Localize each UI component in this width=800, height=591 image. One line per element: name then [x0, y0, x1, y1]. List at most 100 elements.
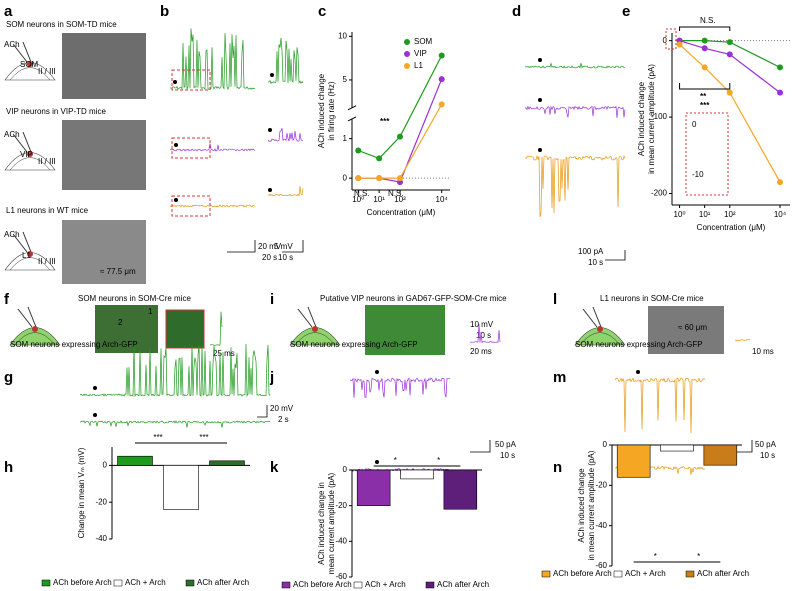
- label: 20 s: [262, 253, 277, 262]
- label: ACh: [4, 130, 20, 139]
- legend-swatch: [685, 570, 695, 578]
- inset-tick-label: -10: [692, 170, 704, 179]
- bar: [356, 469, 391, 506]
- schematic: [579, 332, 621, 346]
- panel-letter: c: [318, 3, 326, 20]
- trace: [524, 62, 626, 69]
- bar: [443, 469, 478, 510]
- stim-dot: [268, 128, 272, 132]
- cell: [312, 326, 318, 332]
- schematic: [9, 67, 51, 81]
- schematic: [4, 252, 56, 271]
- x-tick-label: 10⁴: [436, 195, 449, 204]
- point: [726, 51, 733, 58]
- schematic: [9, 157, 51, 171]
- x-axis-title: Concentration (μM): [367, 208, 436, 217]
- trace: [734, 339, 751, 341]
- y-tick-label: 0: [103, 461, 108, 470]
- y-axis-title: Change in mean Vₘ (mV): [77, 447, 86, 538]
- stim-dot: [270, 73, 274, 77]
- legend-swatch: [425, 581, 435, 589]
- schematic: [289, 327, 341, 346]
- label: SOM neurons expressing Arch-GFP: [575, 340, 703, 349]
- legend-swatch: [41, 579, 51, 587]
- significance: ***: [380, 117, 390, 126]
- bar: [616, 444, 651, 478]
- label: 20 mV: [258, 242, 282, 251]
- scale-bar: [282, 240, 304, 253]
- bar: [117, 455, 153, 466]
- scale-bar: [470, 440, 491, 453]
- label: 10 s: [588, 258, 603, 267]
- stim-dot: [174, 143, 178, 147]
- pipette: [22, 231, 32, 253]
- stim-dot: [538, 148, 542, 152]
- panel-letter: j: [269, 369, 274, 386]
- y-tick-label: -40: [335, 536, 347, 545]
- roi: [665, 28, 677, 50]
- label: 10 s: [500, 451, 515, 460]
- label: SOM neurons expressing Arch-GFP: [10, 340, 138, 349]
- pipette: [27, 306, 37, 328]
- schematic: [9, 257, 51, 271]
- trace: [267, 127, 303, 142]
- trace: [469, 323, 501, 344]
- micrograph-inset: [165, 309, 205, 349]
- label: 1: [148, 307, 153, 316]
- legend-label: ACh + Arch: [365, 580, 406, 589]
- legend-label: ACh after Arch: [437, 580, 489, 589]
- y-tick-label: 1: [343, 134, 348, 143]
- y-tick-label: -20: [595, 480, 607, 489]
- scale-bar: [227, 240, 256, 253]
- y-axis-title: ACh induced change: [577, 468, 586, 543]
- line: [358, 55, 443, 160]
- y-tick-label: -40: [95, 534, 107, 543]
- x-tick-label: 10¹: [373, 195, 385, 204]
- point: [355, 147, 362, 154]
- legend-label: VIP: [414, 49, 427, 58]
- axis-break: [347, 116, 357, 122]
- ns-label: N.S.: [700, 16, 716, 25]
- legend-label: ACh after Arch: [197, 578, 249, 587]
- point: [438, 101, 445, 108]
- trace: [169, 204, 256, 208]
- y-axis-title: in mean current amplitude (pA): [647, 64, 656, 174]
- point: [376, 175, 383, 182]
- micrograph: [62, 220, 146, 284]
- label: 20 ms: [470, 347, 492, 356]
- pipette: [12, 133, 28, 153]
- legend-label: ACh + Arch: [625, 569, 666, 578]
- legend-label: ACh before Arch: [293, 580, 352, 589]
- pipette: [297, 308, 313, 328]
- micrograph: [365, 305, 445, 355]
- scale-bar: [605, 250, 626, 261]
- cell: [32, 326, 38, 332]
- stim-dot: [636, 370, 640, 374]
- micrograph: [648, 306, 724, 354]
- label: SOM neurons expressing Arch-GFP: [290, 340, 418, 349]
- legend-marker: [404, 39, 410, 45]
- y-tick-label: -60: [595, 561, 607, 570]
- legend-swatch: [281, 581, 291, 589]
- label: VIP neurons in VIP-TD mice: [6, 107, 106, 116]
- stim-dot: [375, 460, 379, 464]
- label: VIP: [20, 150, 33, 159]
- significance: *: [654, 552, 657, 561]
- y-tick-label: -60: [335, 572, 347, 581]
- micrograph: [95, 305, 158, 353]
- cell: [27, 61, 33, 67]
- stim-dot: [538, 58, 542, 62]
- label: 50 pA: [495, 440, 517, 449]
- label: SOM: [20, 60, 39, 69]
- label: II / III: [38, 257, 56, 266]
- trace: [614, 377, 706, 434]
- stim-dot: [268, 188, 272, 192]
- panel-letter: k: [270, 459, 279, 476]
- label: 2: [118, 318, 123, 327]
- label: 10 mV: [470, 320, 494, 329]
- label: II / III: [38, 157, 56, 166]
- cell: [597, 326, 603, 332]
- label: SOM neurons in SOM-Cre mice: [78, 294, 191, 303]
- label: L1 neurons in WT mice: [6, 206, 89, 215]
- y-axis-title: ACh induced change: [637, 81, 646, 156]
